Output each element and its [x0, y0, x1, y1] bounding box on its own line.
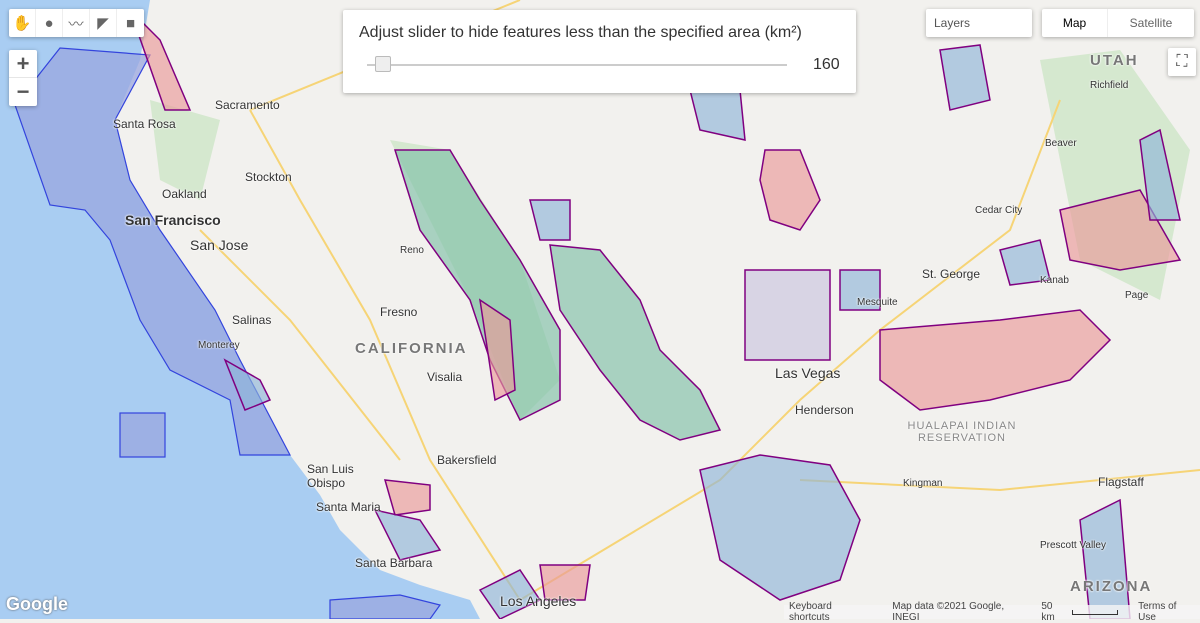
label-san-luis-obispo: San Luis Obispo: [307, 462, 354, 490]
keyboard-shortcuts-link[interactable]: Keyboard shortcuts: [789, 601, 832, 623]
label-page: Page: [1125, 290, 1149, 301]
label-richfield: Richfield: [1090, 80, 1129, 91]
label-arizona: ARIZONA: [1070, 578, 1153, 595]
sanctuary-features: [14, 47, 442, 619]
label-mesquite: Mesquite: [857, 297, 898, 308]
label-monterey: Monterey: [198, 340, 240, 351]
label-oakland: Oakland: [162, 187, 207, 201]
label-sacramento: Sacramento: [215, 98, 280, 112]
label-california: CALIFORNIA: [355, 340, 468, 357]
label-st-george: St. George: [922, 267, 981, 281]
label-visalia: Visalia: [427, 370, 463, 384]
hand-icon[interactable]: ✋: [9, 9, 36, 37]
label-san-francisco: San Francisco: [125, 212, 221, 228]
label-santa-barbara: Santa Barbara: [355, 556, 433, 570]
fullscreen-icon: ⛶: [1176, 53, 1188, 70]
label-beaver: Beaver: [1045, 138, 1077, 149]
zoom-out-button[interactable]: −: [16, 79, 30, 104]
label-flagstaff: Flagstaff: [1098, 475, 1144, 489]
label-cedar-city: Cedar City: [975, 205, 1023, 216]
protected-area-features: [129, 9, 1182, 619]
polygon-icon[interactable]: ◤: [90, 9, 117, 37]
label-utah: UTAH: [1090, 52, 1139, 69]
area-slider[interactable]: [367, 56, 787, 72]
scale-label: 50 km: [1041, 601, 1055, 623]
map-type-control: Map Satellite: [1042, 9, 1194, 37]
slider-thumb[interactable]: [375, 56, 391, 72]
layers-dropdown[interactable]: Layers: [926, 9, 1032, 37]
map-type-satellite-button[interactable]: Satellite: [1129, 16, 1173, 30]
polyline-icon[interactable]: 〰: [63, 9, 90, 37]
label-prescott-valley: Prescott Valley: [1040, 540, 1106, 551]
rectangle-icon[interactable]: ■: [125, 14, 136, 32]
terms-of-use-link[interactable]: Terms of Use: [1138, 601, 1177, 623]
fullscreen-button[interactable]: ⛶: [1168, 48, 1196, 76]
label-las-vegas: Las Vegas: [775, 365, 841, 381]
map-data-attribution: Map data ©2021 Google, INEGI: [892, 601, 1005, 623]
footer-bar: Keyboard shortcuts Map data ©2021 Google…: [784, 601, 1200, 623]
zoom-in-button[interactable]: +: [9, 50, 37, 78]
label-salinas: Salinas: [232, 313, 272, 327]
label-san-jose: San Jose: [190, 237, 249, 253]
area-filter-panel: Adjust slider to hide features less than…: [343, 10, 856, 93]
label-henderson: Henderson: [795, 403, 854, 417]
label-bakersfield: Bakersfield: [437, 453, 497, 467]
scale-bar[interactable]: [1071, 609, 1119, 615]
label-santa-rosa: Santa Rosa: [113, 117, 176, 131]
map-type-map-button[interactable]: Map: [1042, 9, 1108, 37]
zoom-control: + −: [9, 50, 37, 106]
google-logo: Google: [6, 594, 68, 614]
area-filter-title: Adjust slider to hide features less than…: [359, 24, 802, 41]
label-santa-maria: Santa Maria: [316, 500, 381, 514]
area-value: 160: [813, 56, 840, 73]
label-hualapai: HUALAPAI INDIAN RESERVATION: [907, 420, 1017, 444]
label-kingman: Kingman: [903, 478, 943, 489]
label-stockton: Stockton: [245, 170, 292, 184]
label-kanab: Kanab: [1040, 275, 1069, 286]
marker-icon[interactable]: ●: [36, 9, 63, 37]
label-fresno: Fresno: [380, 305, 418, 319]
label-reno: Reno: [400, 245, 424, 256]
label-los-angeles: Los Angeles: [500, 593, 577, 609]
drawing-toolbar: ✋ ● 〰 ◤ ■: [9, 9, 144, 37]
